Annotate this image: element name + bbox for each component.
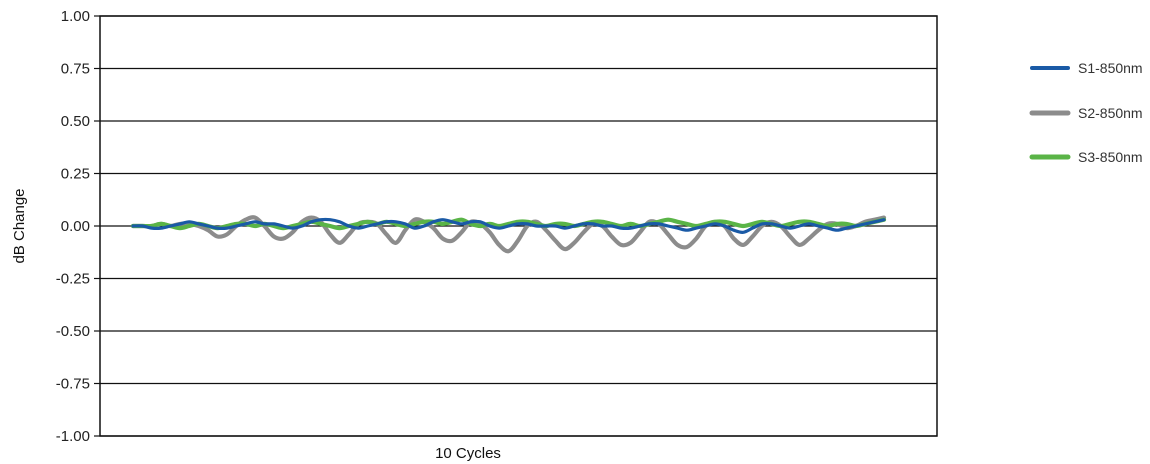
- y-tick-label: -0.50: [56, 323, 90, 340]
- x-axis-label: 10 Cycles: [435, 445, 501, 462]
- y-tick-label: 0.50: [61, 113, 90, 130]
- series-line-s1-850nm: [131, 217, 886, 234]
- y-tick-label: 0.25: [61, 166, 90, 183]
- y-tick-label: 1.00: [61, 8, 90, 25]
- legend-label: S2-850nm: [1078, 105, 1143, 121]
- series-layer: [130, 215, 887, 254]
- legend-label: S1-850nm: [1078, 60, 1143, 76]
- series-line-s2-850nm: [130, 215, 887, 254]
- y-tick-label: -0.75: [56, 376, 90, 393]
- plot-frame: [99, 15, 938, 437]
- y-tick-labels: 1.00 0.75 0.50 0.25 0.00 -0.25 -0.50 -0.75 -1.00: [56, 8, 90, 445]
- y-tick-label: 0.75: [61, 61, 90, 78]
- y-tick-label: -0.25: [56, 271, 90, 288]
- y-axis-label: dB Change: [11, 188, 28, 263]
- legend-label: S3-850nm: [1078, 149, 1143, 165]
- legend: S1-850nm S2-850nm S3-850nm: [1029, 60, 1143, 165]
- y-tick-label: 0.00: [61, 218, 90, 235]
- series-line-s3-850nm: [130, 217, 887, 231]
- y-tick-label: -1.00: [56, 428, 90, 445]
